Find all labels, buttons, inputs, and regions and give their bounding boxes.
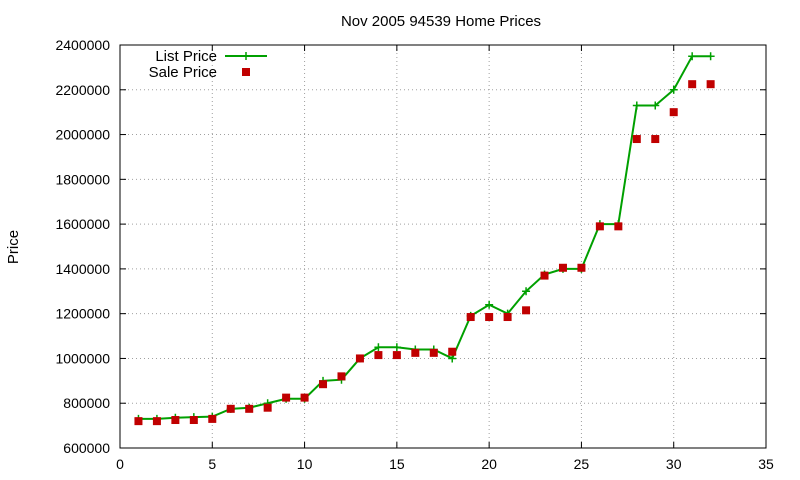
list-price-line [138,55,711,420]
sale-price-point [171,416,180,425]
legend-label-list-price: List Price [155,48,217,65]
x-tick-label: 35 [758,456,774,472]
legend-marker-sale-price [242,68,250,76]
sale-price-point [540,271,549,280]
y-tick-label: 1600000 [55,216,110,232]
y-tick-label: 1200000 [55,306,110,322]
x-tick-label: 5 [208,456,216,472]
list-price-point [522,287,531,296]
sale-price-point [263,403,272,412]
sale-price-point [392,351,401,360]
sale-price-point [355,354,364,363]
sale-price-point [577,263,586,272]
sale-price-point [651,135,660,144]
x-tick-label: 30 [666,456,682,472]
sale-price-point [429,348,438,357]
legend-label-sale-price: Sale Price [149,64,217,81]
list-price-point [392,343,401,352]
sale-price-point [152,417,161,426]
sale-price-point [485,313,494,322]
sale-price-point [466,313,475,322]
sale-price-point [595,222,604,231]
sale-price-point [503,313,512,322]
sale-price-point [319,380,328,389]
list-price-point [706,52,715,61]
sale-price-point [226,404,235,413]
y-tick-label: 1800000 [55,171,110,187]
grid [120,45,766,448]
y-tick-label: 800000 [63,395,110,411]
list-price-point [374,343,383,352]
list-price-point [485,300,494,309]
series-layer [134,52,715,426]
list-price-point [688,52,697,61]
x-tick-label: 10 [297,456,313,472]
legend-marker-list-price [242,52,250,60]
x-tick-label: 0 [116,456,124,472]
legend: List Price Sale Price [149,48,267,81]
y-tick-label: 2200000 [55,82,110,98]
sale-price-point [282,393,291,402]
sale-price-point [337,372,346,381]
sale-price-point [208,414,217,423]
sale-price-point [614,222,623,231]
chart-title: Nov 2005 94539 Home Prices [341,13,541,30]
sale-price-point [632,135,641,144]
x-tick-label: 20 [481,456,497,472]
y-tick-label: 2000000 [55,127,110,143]
x-tick-label: 15 [389,456,405,472]
sale-price-point [558,263,567,272]
list-price-point [632,101,641,110]
y-axis-label: Price [5,230,22,264]
y-tick-label: 1400000 [55,261,110,277]
sale-price-point [374,351,383,360]
y-tick-label: 2400000 [55,37,110,53]
sale-price-point [688,80,697,89]
sale-price-point [134,417,143,426]
x-tick-label: 25 [574,456,590,472]
sale-price-point [706,80,715,89]
sale-price-point [300,393,309,402]
axis-ticks: 0 5 10 15 20 25 30 35 600000 800000 1000000 1200000… [55,37,774,472]
y-tick-label: 1000000 [55,350,110,366]
sale-price-point [189,416,198,425]
sale-price-point [522,306,531,315]
sale-price-point [448,347,457,356]
y-tick-label: 600000 [63,440,110,456]
sale-price-point [669,108,678,117]
list-price-point [669,85,678,94]
sale-price-point [411,348,420,357]
sale-price-point [245,404,254,413]
list-price-point [651,101,660,110]
list-price-point [448,354,457,363]
plot-area-frame [119,44,767,449]
